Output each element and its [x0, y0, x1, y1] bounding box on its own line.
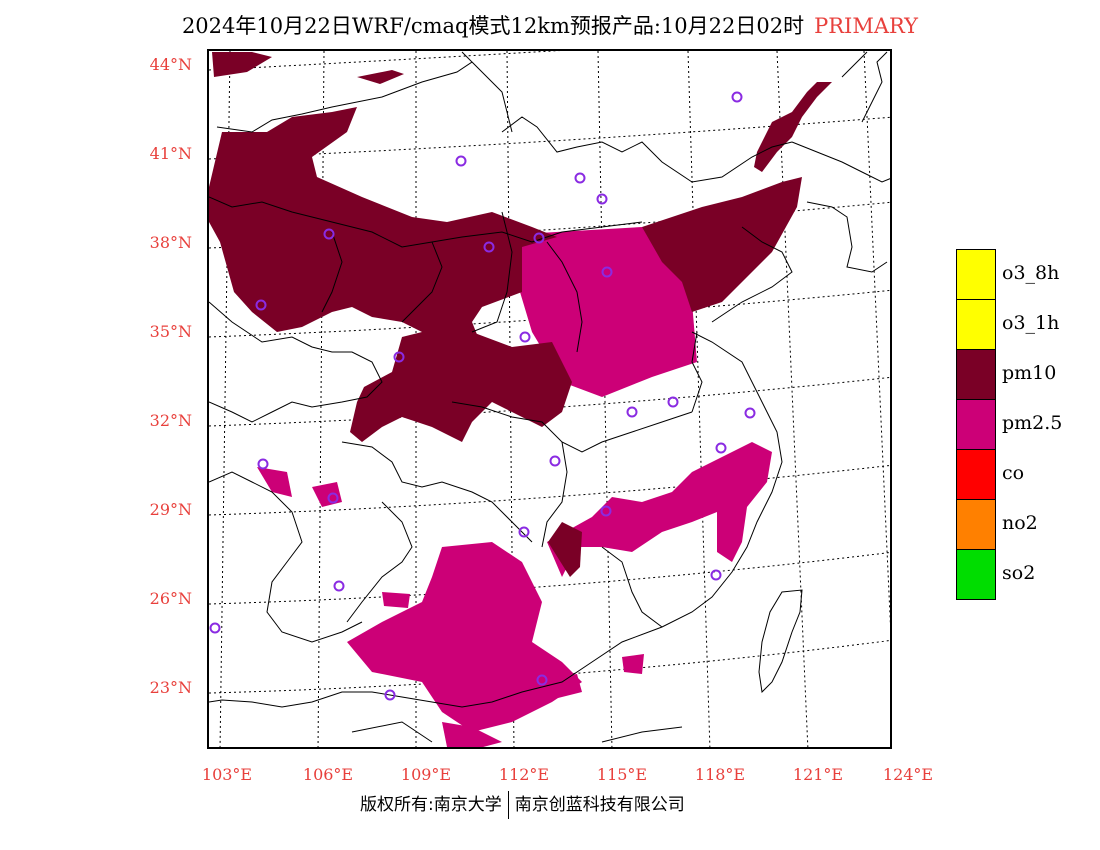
legend-swatch-o3-8h — [956, 249, 996, 299]
legend-label-o3-1h: o3_1h — [1002, 312, 1060, 334]
legend-label-so2: so2 — [1002, 562, 1036, 584]
lon-label-103: 103°E — [201, 765, 253, 784]
map-canvas — [209, 51, 890, 747]
copyright-left: 版权所有:南京大学 — [360, 795, 502, 815]
lon-label-112: 112°E — [498, 765, 550, 784]
lat-label-26: 26°N — [149, 589, 192, 608]
lat-label-35: 35°N — [149, 322, 192, 341]
legend — [956, 249, 996, 600]
station-marker — [533, 232, 545, 244]
lon-label-118: 118°E — [694, 765, 746, 784]
station-marker — [519, 331, 531, 343]
lat-label-38: 38°N — [149, 233, 192, 252]
station-marker — [255, 299, 267, 311]
boundary-lines — [209, 51, 890, 743]
station-marker — [384, 689, 396, 701]
station-marker — [549, 455, 561, 467]
station-marker — [744, 407, 756, 419]
legend-label-pm25: pm2.5 — [1002, 412, 1063, 434]
copyright-right: 南京创蓝科技有限公司 — [514, 795, 685, 815]
station-marker — [257, 458, 269, 470]
lon-label-115: 115°E — [596, 765, 648, 784]
lat-label-23: 23°N — [149, 678, 192, 697]
station-marker — [731, 91, 743, 103]
station-markers — [209, 91, 756, 701]
map-title-tag: PRIMARY — [814, 14, 919, 38]
legend-swatch-pm25 — [956, 399, 996, 449]
station-marker — [333, 580, 345, 592]
lat-label-41: 41°N — [149, 144, 192, 163]
legend-swatch-co — [956, 449, 996, 499]
legend-label-o3-8h: o3_8h — [1002, 262, 1060, 284]
station-marker — [209, 622, 221, 634]
station-marker — [393, 351, 405, 363]
legend-label-no2: no2 — [1002, 512, 1038, 534]
legend-label-pm10: pm10 — [1002, 362, 1057, 384]
lon-label-109: 109°E — [400, 765, 452, 784]
lon-label-121: 121°E — [792, 765, 844, 784]
legend-label-co: co — [1002, 462, 1025, 484]
station-marker — [483, 241, 495, 253]
station-marker — [327, 492, 339, 504]
map-title: 2024年10月22日WRF/cmaq模式12km预报产品:10月22日02时 P… — [0, 10, 1100, 40]
legend-swatch-o3-1h — [956, 299, 996, 349]
station-marker — [574, 172, 586, 184]
station-marker — [715, 442, 727, 454]
station-marker — [626, 406, 638, 418]
legend-swatch-no2 — [956, 499, 996, 549]
station-marker — [667, 396, 679, 408]
lon-label-124: 124°E — [882, 765, 934, 784]
pm10-regions — [209, 52, 832, 577]
copyright-footer: 版权所有:南京大学 南京创蓝科技有限公司 — [360, 790, 685, 819]
station-marker — [710, 569, 722, 581]
station-marker — [323, 228, 335, 240]
station-marker — [536, 674, 548, 686]
footer-separator — [507, 791, 509, 819]
map-title-main: 2024年10月22日WRF/cmaq模式12km预报产品:10月22日02时 — [181, 14, 805, 38]
lon-label-106: 106°E — [302, 765, 354, 784]
pm25-regions — [257, 227, 772, 747]
station-marker — [601, 266, 613, 278]
station-marker — [596, 193, 608, 205]
lat-label-29: 29°N — [149, 500, 192, 519]
lat-label-44: 44°N — [149, 55, 192, 74]
station-marker — [600, 505, 612, 517]
legend-swatch-pm10 — [956, 349, 996, 399]
legend-swatch-so2 — [956, 549, 996, 600]
lat-label-32: 32°N — [149, 411, 192, 430]
station-marker — [455, 155, 467, 167]
forecast-map — [207, 49, 892, 749]
station-marker — [518, 526, 530, 538]
